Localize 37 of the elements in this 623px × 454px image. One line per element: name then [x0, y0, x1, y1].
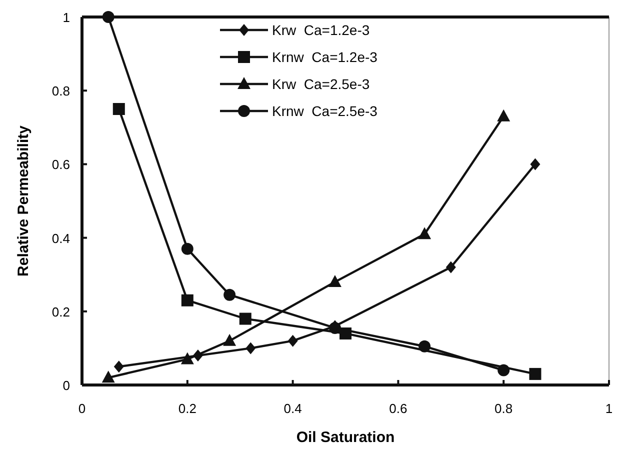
point — [181, 294, 194, 306]
point — [223, 334, 236, 346]
point — [340, 327, 352, 340]
y-tick-label: 1 — [62, 10, 70, 25]
y-tick-label: 0.4 — [52, 230, 70, 246]
point — [529, 368, 542, 380]
y-tick-label: 0.6 — [52, 157, 70, 172]
x-tick-label: 0.2 — [178, 401, 196, 416]
x-tick-label: 0 — [78, 401, 86, 416]
point — [239, 312, 252, 325]
point — [246, 342, 256, 354]
point — [112, 103, 125, 115]
point — [446, 261, 456, 274]
point — [102, 11, 114, 23]
x-tick-label: 0.6 — [389, 401, 408, 416]
point — [418, 227, 432, 240]
legend-label: Krnw Ca=2.5e-3 — [272, 103, 378, 119]
y-axis-title: Relative Permeability — [15, 124, 32, 276]
x-tick-label: 1 — [605, 401, 613, 416]
y-tick-label: 0.8 — [52, 84, 70, 99]
point — [102, 370, 115, 383]
legend-label: Krw Ca=2.5e-3 — [272, 76, 370, 92]
x-tick-label: 0.4 — [284, 401, 302, 416]
point — [497, 109, 510, 122]
legend-label: Krnw Ca=1.2e-3 — [272, 49, 378, 65]
x-axis-title: Oil Saturation — [296, 429, 395, 446]
point — [530, 158, 540, 170]
y-tick-label: 0 — [62, 378, 70, 393]
point — [224, 288, 236, 301]
legend-label: Krw Ca=1.2e-3 — [272, 22, 370, 38]
point — [288, 334, 298, 347]
point — [192, 350, 203, 362]
point — [114, 360, 124, 373]
y-tick-label: 0.2 — [52, 304, 70, 320]
x-tick-label: 0.8 — [494, 401, 513, 416]
point — [181, 242, 194, 255]
point — [328, 274, 342, 287]
